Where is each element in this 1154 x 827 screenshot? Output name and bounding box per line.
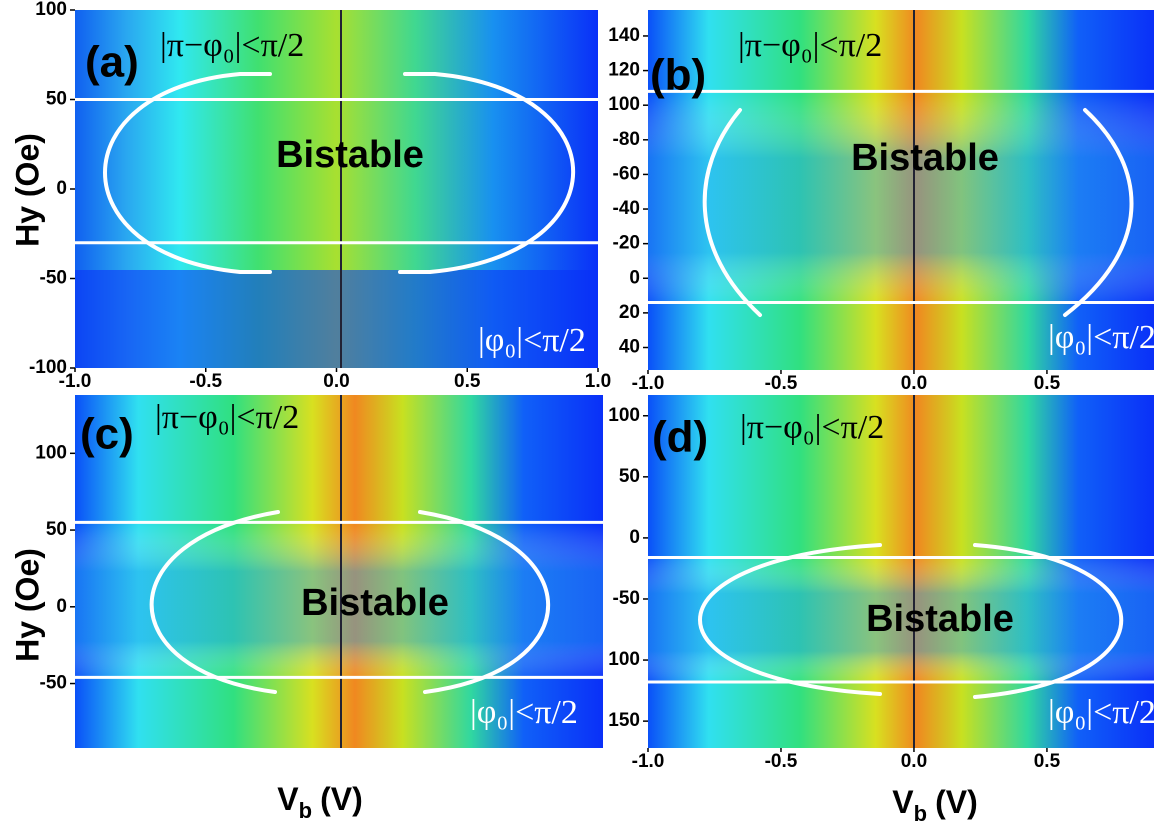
y-tick-label: -40 [613,198,640,219]
panel-label: (c) [80,410,134,459]
region-label: |π−φ₀|<π/2 [160,27,304,64]
y-tick-label: -50 [613,588,640,609]
y-tick-label: -50 [40,268,67,289]
y-tick-label: 0 [629,527,640,548]
x-axis-label: Vb (V) [892,784,977,825]
heatmap-region [75,270,598,368]
x-tick-label: 1.0 [585,371,611,392]
y-tick-label: -50 [40,673,67,694]
x-axis-label-part: b [299,798,312,823]
y-tick-label: 120 [608,60,640,81]
x-tick-label: -1.0 [59,371,92,392]
x-tick-label: -1.0 [632,373,665,394]
y-tick-label: 40 [619,337,640,358]
y-tick-label: 20 [619,302,640,323]
labels: -100 -50 0 50 100 -1.0 -0.5 0.0 0.5 1.0 (a) |π−φ₀|<… [9,0,1154,826]
panel-label: (a) [85,38,139,87]
x-axis-label-part: V [277,781,299,817]
y-tick-label: 150 [608,710,640,731]
y-tick-label: 140 [608,25,640,46]
y-axis-label: Hy (Oe) [9,133,45,247]
x-tick-label: 0.5 [454,371,481,392]
y-tick-label: 0 [629,267,640,288]
x-tick-label: -1.0 [632,751,665,772]
x-axis-label-part: b [914,801,927,826]
heatmap-region [648,95,1154,305]
y-axis-label: Hy (Oe) [9,548,45,662]
region-label: |φ₀|<π/2 [470,694,578,731]
x-tick-label: 0.5 [1034,751,1061,772]
y-tick-label: 0 [56,178,67,199]
x-tick-label: -0.5 [765,751,798,772]
region-label: |π−φ₀|<π/2 [738,27,882,64]
y-tick-label: 100 [608,94,640,115]
y-tick-label: -100 [29,357,67,378]
region-label: |φ₀|<π/2 [1048,694,1154,731]
arc [418,510,551,694]
x-tick-label: 0.0 [901,373,927,394]
region-label: |π−φ₀|<π/2 [155,399,299,436]
y-tick-label: 100 [608,405,640,426]
x-tick-label: -0.5 [189,371,222,392]
y-tick-label: 50 [46,89,67,110]
x-tick-label: 0.0 [901,751,927,772]
y-tick-label: 0 [56,596,67,617]
x-axis-label-part: V [892,784,914,820]
arc [149,510,280,694]
region-label: Bistable [851,137,999,179]
y-tick-label: -20 [613,233,640,254]
region-label: |φ₀|<π/2 [478,322,586,359]
y-tick-label: -80 [613,129,640,150]
panel-label: (d) [652,413,708,462]
region-label: Bistable [301,582,449,624]
x-axis-label-part: (V) [320,781,363,817]
x-tick-label: -0.5 [765,373,798,394]
arc [1063,108,1134,317]
x-axis-label-part: (V) [935,784,978,820]
y-tick-label: 100 [35,442,67,463]
region-label: |φ₀|<π/2 [1048,319,1154,356]
region-label: |π−φ₀|<π/2 [740,409,884,446]
y-tick-label: 100 [608,649,640,670]
y-tick-label: 50 [46,519,67,540]
arc [398,72,576,274]
region-label: Bistable [276,134,424,176]
x-axis-label: Vb (V) [277,781,362,822]
arc [702,108,762,317]
heatmap-region [75,525,603,680]
arc [698,543,882,696]
x-tick-label: 0.0 [323,371,349,392]
y-tick-label: 50 [619,466,640,487]
region-label: Bistable [866,598,1014,640]
arc [103,72,272,274]
y-tick-label: -60 [613,163,640,184]
y-tick-label: 100 [35,0,67,20]
panel-label: (b) [650,51,706,100]
marks [70,9,1154,752]
x-tick-label: 0.5 [1034,373,1061,394]
hysteresis-arcs [103,72,1134,699]
arc [973,543,1123,699]
